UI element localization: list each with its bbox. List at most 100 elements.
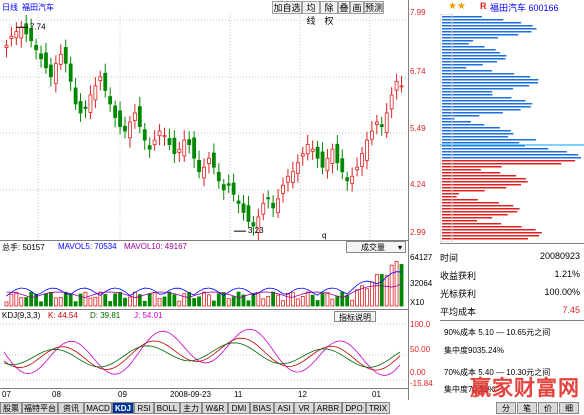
candle-body (325, 157, 330, 172)
chip-bar (442, 181, 528, 183)
volume-bar (9, 293, 14, 307)
concentration-70-text: 集中度70 31% (444, 385, 496, 394)
chip-bar (442, 40, 474, 42)
date-axis-label: 09 (118, 390, 127, 399)
main-chart-panel[interactable] (0, 0, 409, 400)
candle-body (281, 184, 285, 194)
chip-bar (442, 217, 493, 219)
volume-bar (167, 291, 172, 307)
cursor-profit-value: 100.00% (544, 287, 580, 297)
chip-bar (442, 232, 542, 234)
indicator-tab[interactable]: DPO (342, 402, 366, 414)
indicator-tab[interactable]: BIAS (250, 402, 274, 414)
candlestick-chart[interactable]: 7.74 3.23 q (0, 14, 408, 240)
candle-body (197, 159, 201, 173)
volume-bar (281, 300, 285, 307)
candle-body (261, 202, 266, 215)
volume-chart[interactable] (0, 252, 408, 308)
candle-body (108, 96, 113, 105)
indicator-tab[interactable]: 资讯 (58, 402, 84, 414)
divider (440, 320, 584, 321)
price-axis-label: 6.74 (410, 67, 426, 76)
volume-bar (14, 291, 19, 307)
candle-body (305, 144, 310, 155)
indicator-tab[interactable]: ARBR (314, 402, 342, 414)
volume-bar (197, 296, 201, 307)
candle-body (340, 158, 345, 173)
volume-indicator-dropdown[interactable]: 成交量 ▾ (346, 241, 406, 253)
toolbar-button[interactable]: 加自选 (272, 1, 302, 14)
chip-bar (442, 61, 497, 63)
candle-body (63, 47, 68, 64)
candle-body (29, 28, 34, 42)
mavol5-line (6, 271, 402, 297)
chip-bar (442, 139, 536, 141)
volume-bar (231, 296, 236, 307)
candle-body (162, 135, 167, 138)
chip-bar (442, 112, 503, 114)
indicator-tab[interactable]: DMI (228, 402, 250, 414)
indicator-tab[interactable]: MACD (84, 402, 112, 414)
volume-bar (330, 298, 335, 307)
volume-bar (360, 285, 364, 307)
volume-bar (24, 297, 29, 307)
chip-bar (442, 85, 530, 87)
indicator-help-button[interactable]: 指标说明 (334, 311, 376, 322)
indicator-tab[interactable]: 股票 (0, 402, 22, 414)
volume-bar (207, 294, 211, 307)
chip-bar (442, 73, 515, 75)
volume-bar (73, 301, 78, 307)
toolbar-button[interactable]: 预测 (364, 1, 384, 14)
candle-body (207, 157, 211, 164)
candle-body (19, 26, 24, 39)
chip-bar (442, 202, 499, 204)
right-panel-tab[interactable]: 价 (538, 402, 558, 414)
chip-bar (442, 130, 511, 132)
volume-bar (365, 288, 369, 307)
volume-bar (187, 292, 192, 307)
candle-body (83, 106, 88, 109)
indicator-tab[interactable]: BOLL (154, 402, 180, 414)
concentration-90-text: 集中度9035.24% (444, 346, 505, 355)
chip-distribution-chart[interactable] (440, 14, 584, 242)
indicator-tab[interactable]: 主力 (180, 402, 202, 414)
toolbar-button[interactable]: 画 (350, 1, 364, 14)
indicator-tab[interactable]: W&R (202, 402, 228, 414)
period-label: 日线 (2, 3, 18, 12)
chip-bar (442, 34, 519, 36)
toolbar-button[interactable]: 均线 (302, 1, 320, 26)
volume-bar (310, 294, 315, 307)
candle-body (172, 137, 177, 155)
chip-bar (442, 103, 533, 105)
volume-bar (19, 297, 24, 307)
toolbar-button[interactable]: 除权 (320, 1, 338, 26)
right-panel-tab[interactable]: 分 (496, 402, 516, 414)
indicator-tab[interactable]: VR (294, 402, 314, 414)
volume-bar (58, 297, 63, 307)
mavol5-label: MAVOL5: 70534 (58, 242, 117, 251)
indicator-tab[interactable]: 福特平台 (22, 402, 58, 414)
indicator-tab[interactable]: ASI (274, 402, 294, 414)
candle-body (98, 76, 103, 82)
indicator-tab[interactable]: TRIX (366, 402, 390, 414)
volume-bar (98, 291, 103, 307)
chip-frame (440, 14, 453, 242)
chip-bar (442, 133, 514, 135)
candle-body (78, 101, 83, 114)
volume-bar (394, 260, 399, 307)
indicator-tab[interactable]: RSI (134, 402, 154, 414)
date-axis-label: 11 (234, 390, 243, 399)
chip-bar (442, 49, 496, 51)
right-panel-tab[interactable]: 细 (559, 402, 579, 414)
candle-body (68, 63, 73, 82)
chip-bar (442, 223, 502, 225)
toolbar-button[interactable]: 叠 (338, 1, 350, 14)
volume-bar (93, 296, 98, 307)
indicator-tab[interactable]: KDJ (112, 402, 134, 414)
profit-value: 1.21% (554, 269, 580, 279)
right-panel-tab[interactable]: 笔 (517, 402, 537, 414)
kdj-chart[interactable] (0, 322, 408, 388)
chip-bar (442, 163, 562, 165)
candle-body (123, 125, 127, 132)
volume-bar (157, 297, 162, 307)
